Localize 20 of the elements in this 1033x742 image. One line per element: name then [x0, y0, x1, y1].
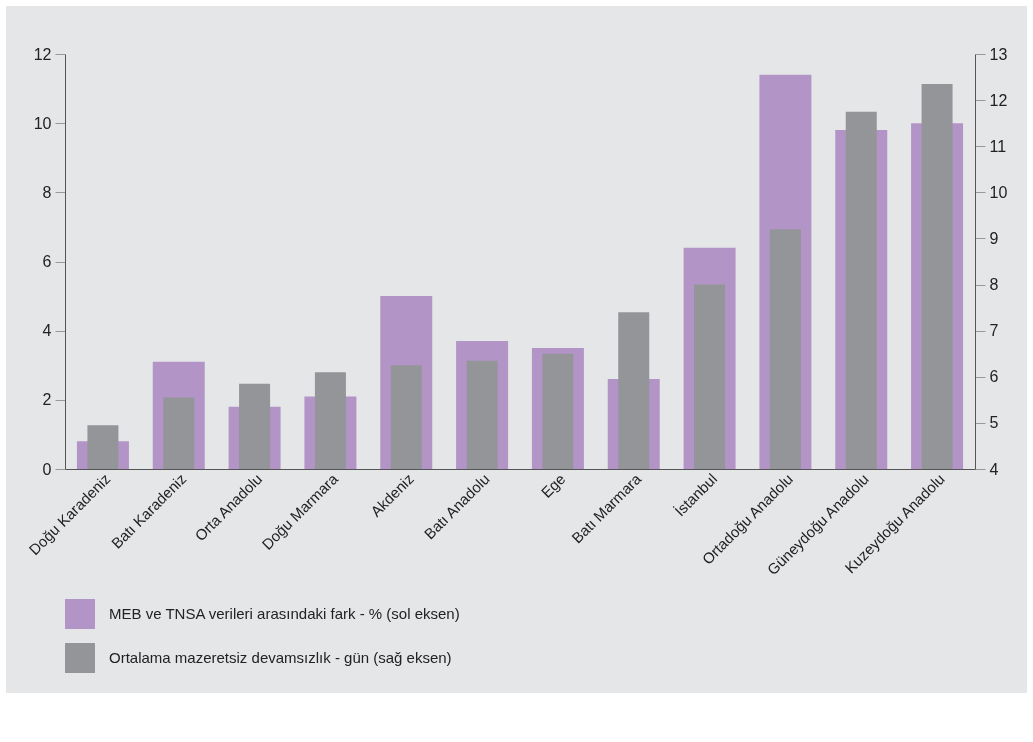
- y2-tick-label: 7: [989, 322, 999, 340]
- y-tick-label: 0: [42, 460, 52, 478]
- legend-label: Ortalama mazeretsiz devamsızlık - gün (sağ eksen): [109, 649, 452, 666]
- y-tick-label: 6: [42, 253, 52, 270]
- y2-tick-label: 11: [989, 137, 1007, 155]
- y2-tick-label: 13: [989, 45, 1008, 63]
- y-tick-label: 2: [42, 391, 52, 409]
- y-tick-label: 4: [42, 322, 52, 340]
- y2-tick-label: 6: [989, 368, 999, 386]
- y-tick-label: 10: [33, 114, 52, 132]
- y2-tick-label: 5: [989, 414, 999, 432]
- y2-tick-label: 10: [989, 183, 1008, 201]
- y-tick-label: 8: [42, 183, 52, 201]
- legend-label: MEB ve TNSA verileri arasındaki fark - % (sol eksen): [109, 605, 460, 622]
- y2-tick-label: 8: [989, 276, 999, 294]
- y-tick-label: 12: [33, 45, 52, 63]
- y2-tick-label: 4: [989, 460, 999, 478]
- y2-tick-label: 9: [989, 229, 999, 247]
- y2-tick-label: 12: [989, 91, 1008, 109]
- x-tick-label: Ege: [537, 470, 569, 501]
